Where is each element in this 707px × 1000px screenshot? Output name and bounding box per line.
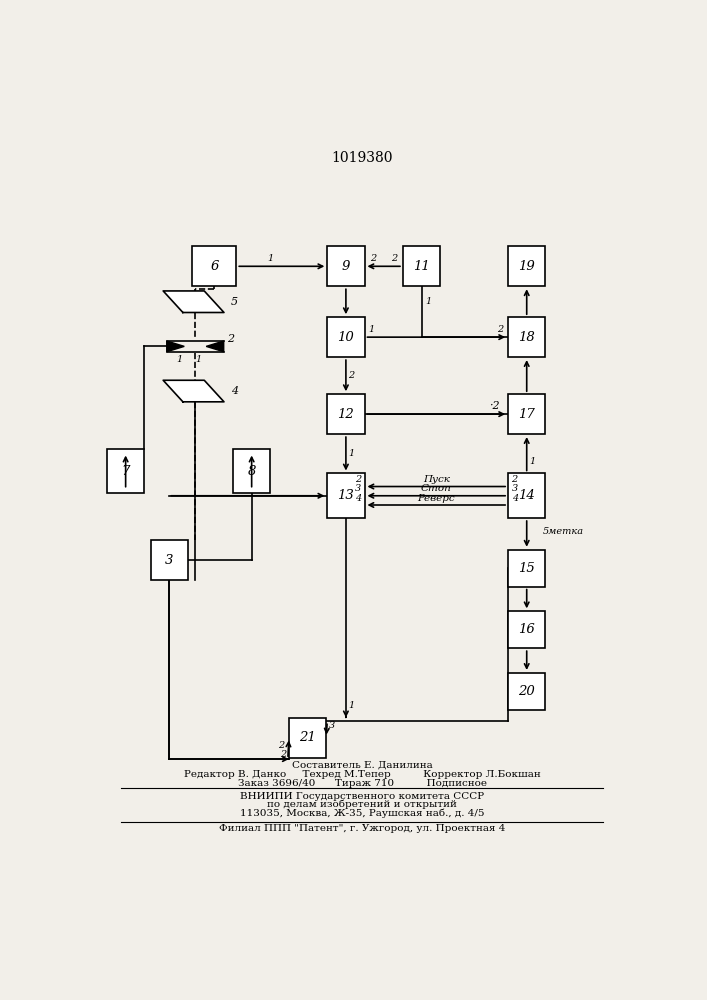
Bar [508, 394, 545, 434]
Text: 1: 1 [349, 449, 354, 458]
Text: 2: 2 [391, 254, 397, 263]
Bar [508, 473, 545, 518]
Bar [327, 394, 365, 434]
Text: 1: 1 [268, 254, 274, 263]
Text: Составитель Е. Данилина: Составитель Е. Данилина [292, 761, 433, 770]
Text: ·2: ·2 [489, 401, 500, 411]
Text: 2: 2 [227, 334, 235, 344]
Text: 4: 4 [512, 494, 518, 503]
Text: 13: 13 [337, 489, 354, 502]
Text: 9: 9 [341, 260, 350, 273]
Polygon shape [163, 380, 224, 402]
Text: Стоп: Стоп [421, 484, 452, 493]
Text: 3: 3 [355, 484, 361, 493]
Polygon shape [167, 341, 185, 352]
Text: 1: 1 [349, 701, 354, 710]
Text: 1: 1 [195, 355, 201, 364]
Text: 5: 5 [230, 297, 238, 307]
Text: 2: 2 [355, 475, 361, 484]
Text: по делам изобретений и открытий: по делам изобретений и открытий [267, 800, 457, 809]
Text: 2: 2 [497, 325, 503, 334]
Text: 14: 14 [518, 489, 535, 502]
Text: ВНИИПИ Государственного комитета СССР: ВНИИПИ Государственного комитета СССР [240, 792, 484, 801]
Bar [403, 246, 440, 286]
Text: 6: 6 [210, 260, 218, 273]
Text: 19: 19 [518, 260, 535, 273]
Bar [233, 449, 270, 493]
Text: 4: 4 [355, 494, 361, 503]
Text: 10: 10 [337, 331, 354, 344]
Text: 5метка: 5метка [543, 527, 584, 536]
Polygon shape [206, 341, 223, 352]
Text: 3: 3 [512, 484, 518, 493]
Text: 18: 18 [518, 331, 535, 344]
Text: 15: 15 [518, 562, 535, 575]
Text: 11: 11 [413, 260, 430, 273]
Bar [192, 246, 236, 286]
Text: 4: 4 [230, 386, 238, 396]
Bar [508, 317, 545, 357]
Bar [107, 449, 144, 493]
Bar [508, 611, 545, 648]
Text: 1: 1 [529, 457, 535, 466]
Text: 113035, Москва, Ж-35, Раушская наб., д. 4/5: 113035, Москва, Ж-35, Раушская наб., д. … [240, 808, 484, 818]
Text: 1019380: 1019380 [332, 151, 393, 165]
Text: 8: 8 [247, 465, 256, 478]
Text: 3: 3 [165, 554, 174, 567]
Polygon shape [163, 291, 224, 312]
Bar [327, 317, 365, 357]
Text: 20: 20 [518, 685, 535, 698]
Text: Реверс: Реверс [418, 494, 455, 503]
Bar [327, 246, 365, 286]
Text: 2: 2 [280, 750, 286, 759]
Text: 16: 16 [518, 623, 535, 636]
Text: 1: 1 [177, 355, 183, 364]
Bar [508, 673, 545, 710]
Bar [327, 473, 365, 518]
Text: 17: 17 [518, 408, 535, 421]
Text: 2: 2 [370, 254, 376, 263]
Text: 2: 2 [278, 741, 284, 750]
Text: 2: 2 [512, 475, 518, 484]
Bar [508, 246, 545, 286]
Text: Заказ 3696/40      Тираж 710          Подписное: Заказ 3696/40 Тираж 710 Подписное [238, 779, 487, 788]
Text: 7: 7 [122, 465, 130, 478]
Text: Филиал ППП "Патент", г. Ужгород, ул. Проектная 4: Филиал ППП "Патент", г. Ужгород, ул. Про… [219, 824, 506, 833]
Text: 3: 3 [329, 721, 335, 730]
Bar [508, 550, 545, 587]
Text: 1: 1 [425, 297, 431, 306]
Text: 1: 1 [368, 325, 374, 334]
Text: Редактор В. Данко     Техред М.Тепер          Корректор Л.Бокшан: Редактор В. Данко Техред М.Тепер Коррект… [184, 770, 541, 779]
Bar [151, 540, 188, 580]
Text: 21: 21 [299, 731, 316, 744]
Bar [289, 718, 326, 758]
Text: 12: 12 [337, 408, 354, 421]
Text: Пуск: Пуск [423, 475, 450, 484]
Text: 2: 2 [349, 371, 354, 380]
